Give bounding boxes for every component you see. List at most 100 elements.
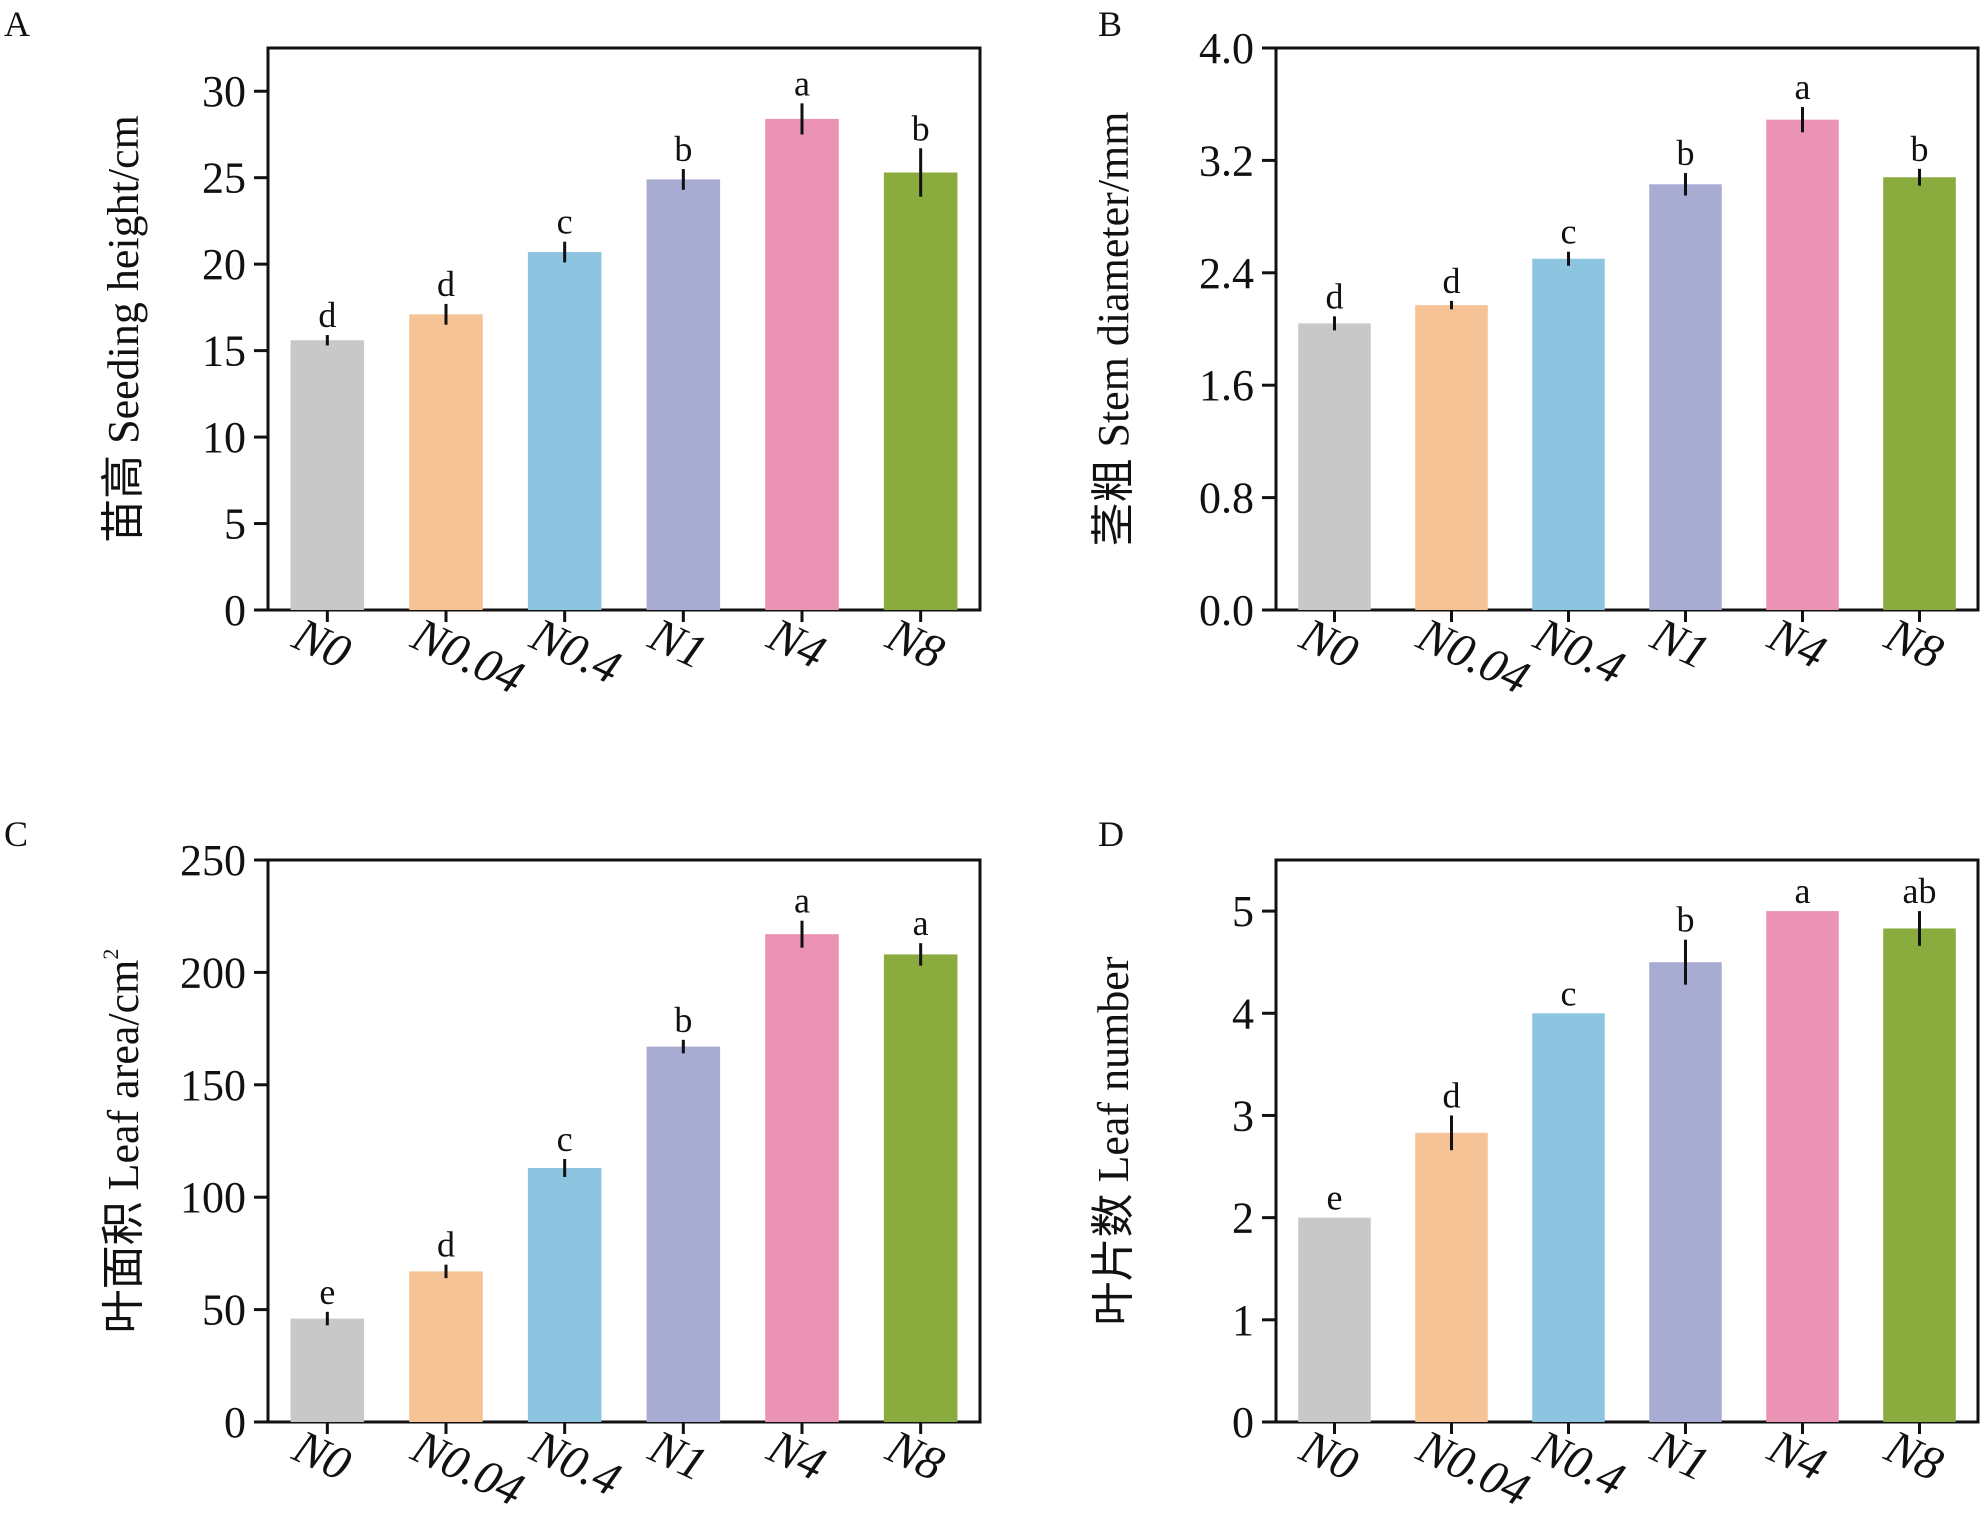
chart-panel-a: A 0 5 10 15 20 25 30 苗高 Seeding height/cm d N0 d N0.… xyxy=(4,4,982,705)
bar-d-4 xyxy=(1766,911,1839,1422)
category-label-d-2: N0.4 xyxy=(1526,1419,1633,1506)
bar-b-0 xyxy=(1298,323,1371,610)
y-tick-label-b-1: 0.8 xyxy=(1199,474,1254,523)
category-label-b-0: N0 xyxy=(1292,607,1366,679)
y-tick-label-c-0: 0 xyxy=(224,1398,246,1447)
significance-label-a-0: d xyxy=(318,295,336,335)
bar-d-5 xyxy=(1883,928,1956,1422)
bar-b-3 xyxy=(1649,184,1722,610)
significance-label-b-1: d xyxy=(1443,261,1461,301)
plot-frame-b xyxy=(1274,46,1980,612)
category-label-a-5: N8 xyxy=(878,607,952,679)
category-label-d-5: N8 xyxy=(1877,1419,1951,1491)
y-axis-title-a: 苗高 Seeding height/cm xyxy=(99,115,148,543)
significance-label-c-3: b xyxy=(674,1000,692,1040)
y-tick-label-b-5: 4.0 xyxy=(1199,24,1254,73)
bar-d-3 xyxy=(1649,962,1722,1422)
panel-letter-d: D xyxy=(1098,814,1124,854)
y-tick-label-a-3: 15 xyxy=(202,327,246,376)
y-tick-label-c-2: 100 xyxy=(180,1173,246,1222)
category-label-b-2: N0.4 xyxy=(1526,607,1633,694)
significance-label-c-1: d xyxy=(437,1225,455,1265)
y-tick-label-d-2: 2 xyxy=(1232,1194,1254,1243)
bar-d-2 xyxy=(1532,1013,1605,1422)
bar-d-1 xyxy=(1415,1132,1488,1422)
significance-label-a-2: c xyxy=(557,202,573,242)
significance-label-b-3: b xyxy=(1677,133,1695,173)
bar-a-3 xyxy=(646,179,721,610)
bar-a-0 xyxy=(290,340,365,610)
category-label-b-3: N1 xyxy=(1643,607,1717,679)
y-axis-title-b: 茎粗 Stem diameter/mm xyxy=(1089,111,1138,546)
y-tick-label-d-0: 0 xyxy=(1232,1398,1254,1447)
chart-panel-c: C 0 50 100 150 200 250 叶面积 Leaf area/cm2 e N0 d N0.… xyxy=(4,814,982,1517)
category-label-d-0: N0 xyxy=(1292,1419,1366,1491)
y-tick-label-a-0: 0 xyxy=(224,586,246,635)
category-label-a-4: N4 xyxy=(759,607,833,679)
panel-letter-b: B xyxy=(1098,4,1122,44)
y-tick-label-d-4: 4 xyxy=(1232,989,1254,1038)
significance-label-a-3: b xyxy=(674,129,692,169)
significance-label-b-5: b xyxy=(1911,129,1929,169)
bar-a-2 xyxy=(527,252,602,610)
significance-label-b-0: d xyxy=(1326,276,1344,316)
panel-letter-a: A xyxy=(4,4,30,44)
y-tick-label-b-4: 3.2 xyxy=(1199,136,1254,185)
bar-a-1 xyxy=(409,314,483,610)
y-tick-label-a-6: 30 xyxy=(202,67,246,116)
significance-label-b-4: a xyxy=(1795,67,1811,107)
plot-frame-d xyxy=(1274,858,1980,1424)
bar-c-3 xyxy=(646,1046,721,1422)
category-label-c-2: N0.4 xyxy=(522,1419,629,1506)
y-tick-label-a-4: 20 xyxy=(202,240,246,289)
significance-label-d-4: a xyxy=(1795,871,1811,911)
plot-frame-a xyxy=(266,46,982,612)
significance-label-d-1: d xyxy=(1443,1075,1461,1115)
significance-label-c-0: e xyxy=(319,1272,335,1312)
significance-label-d-0: e xyxy=(1327,1178,1343,1218)
y-tick-label-d-3: 3 xyxy=(1232,1091,1254,1140)
category-label-c-4: N4 xyxy=(759,1419,833,1491)
chart-panel-d: D 0 1 2 3 4 5 叶片数 Leaf number e N0 d N0.04 c N0.4 b N1 a… xyxy=(1089,814,1980,1517)
bar-b-4 xyxy=(1766,119,1839,610)
significance-label-a-1: d xyxy=(437,264,455,304)
y-tick-label-a-5: 25 xyxy=(202,154,246,203)
bar-c-1 xyxy=(409,1271,483,1422)
panel-letter-c: C xyxy=(4,814,28,854)
category-label-d-4: N4 xyxy=(1760,1419,1834,1491)
bar-d-0 xyxy=(1298,1217,1371,1422)
category-label-b-1: N0.04 xyxy=(1409,607,1537,704)
y-tick-label-b-2: 1.6 xyxy=(1199,361,1254,410)
y-tick-label-a-1: 5 xyxy=(224,500,246,549)
bar-c-2 xyxy=(527,1167,602,1422)
chart-panel-b: B 0.0 0.8 1.6 2.4 3.2 4.0 茎粗 Stem diameter/mm d N… xyxy=(1089,4,1980,705)
significance-label-d-2: c xyxy=(1561,973,1577,1013)
bar-a-4 xyxy=(765,118,839,610)
bar-c-0 xyxy=(290,1318,365,1422)
significance-label-c-5: a xyxy=(913,903,929,943)
significance-label-d-5: ab xyxy=(1903,871,1937,911)
plot-frame-c xyxy=(266,858,982,1424)
bar-c-5 xyxy=(883,954,958,1422)
significance-label-b-2: c xyxy=(1561,212,1577,252)
category-label-a-0: N0 xyxy=(284,607,358,679)
bar-b-1 xyxy=(1415,305,1488,610)
bar-b-5 xyxy=(1883,177,1956,610)
y-axis-title-c: 叶面积 Leaf area/cm2 xyxy=(98,949,148,1334)
category-label-c-1: N0.04 xyxy=(403,1419,531,1516)
y-tick-label-c-5: 250 xyxy=(180,836,246,885)
category-label-a-1: N0.04 xyxy=(403,607,531,704)
y-axis-title-superscript-c: 2 xyxy=(98,949,123,960)
y-tick-label-a-2: 10 xyxy=(202,413,246,462)
y-tick-label-d-1: 1 xyxy=(1232,1296,1254,1345)
y-tick-label-c-3: 150 xyxy=(180,1061,246,1110)
category-label-c-0: N0 xyxy=(284,1419,358,1491)
category-label-a-2: N0.4 xyxy=(522,607,629,694)
bar-c-4 xyxy=(765,934,839,1422)
category-label-b-5: N8 xyxy=(1877,607,1951,679)
y-tick-label-c-4: 200 xyxy=(180,948,246,997)
significance-label-a-5: b xyxy=(912,108,930,148)
significance-label-c-4: a xyxy=(794,881,810,921)
category-label-a-3: N1 xyxy=(640,607,714,679)
